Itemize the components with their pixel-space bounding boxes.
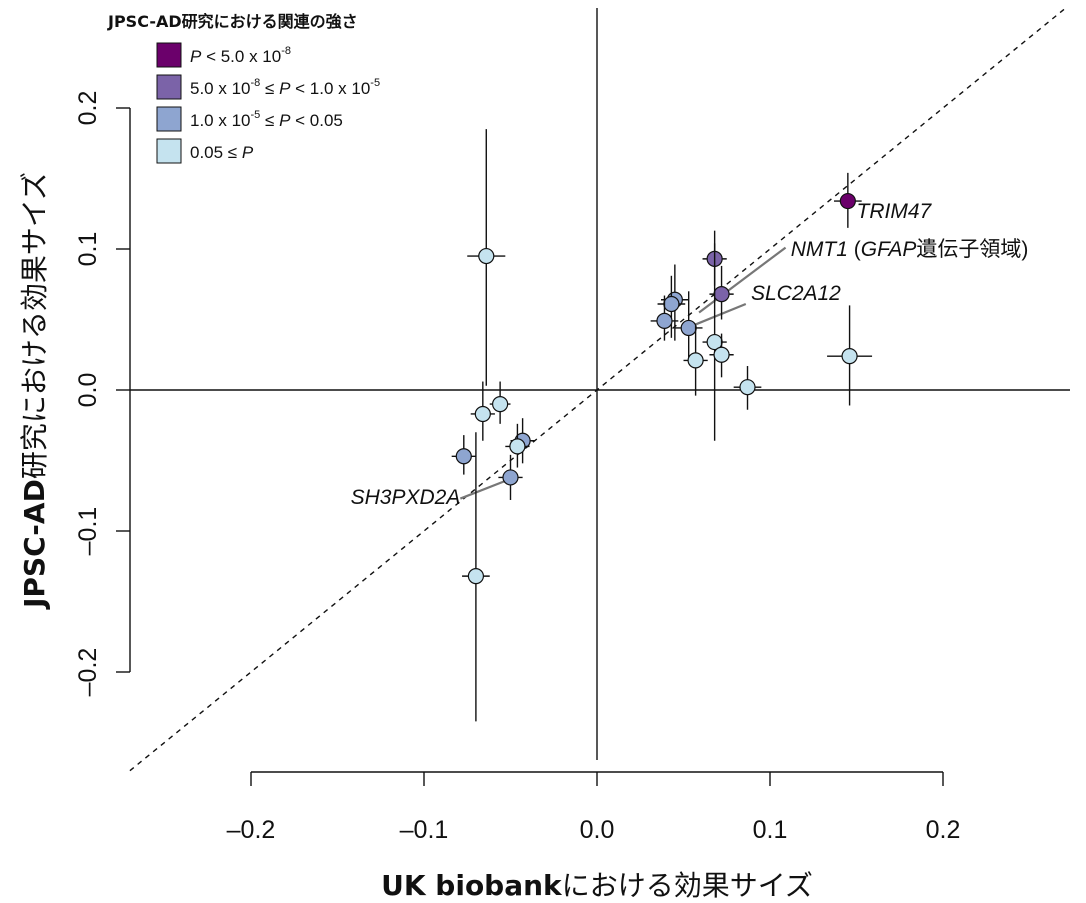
x-tick-label: 0.1 [753, 816, 788, 844]
point-marker [841, 348, 858, 365]
data-point [827, 305, 873, 406]
legend-swatch [156, 138, 182, 164]
point-marker [656, 312, 673, 330]
data-point [650, 295, 679, 341]
y-tick-label: 0.0 [74, 373, 102, 408]
legend-label: 0.05 ≤ P [190, 143, 254, 162]
annotation-slc2a12: SLC2A12 [751, 282, 841, 305]
legend-title: JPSC-AD研究における関連の強さ [107, 12, 358, 31]
y-tick-label: –0.1 [74, 507, 102, 556]
x-axis-title: UK biobankにおける効果サイズ [381, 869, 813, 902]
legend-label: 5.0 x 10-8​ ≤ P < 1.0 x 10-5​ [190, 77, 380, 98]
leader-line-nmt1 [698, 246, 787, 314]
y-axis-title: JPSC-AD研究における効果サイズ [18, 172, 51, 610]
legend-entry: P < 5.0 x 10-8​ [156, 42, 291, 68]
point-marker [663, 295, 680, 313]
data-point [709, 265, 734, 320]
data-point [683, 325, 708, 396]
point-marker [467, 568, 484, 585]
annotation-sh3pxd2a: SH3PXD2A [351, 486, 461, 509]
data-point [674, 291, 703, 359]
x-tick-label: 0.2 [926, 816, 961, 844]
point-marker [687, 352, 704, 369]
legend-label: 1.0 x 10-5​ ≤ P < 0.05 [190, 109, 343, 130]
data-point [733, 366, 762, 410]
point-marker [502, 469, 519, 486]
axis-titles: UK biobankにおける効果サイズ JPSC-AD研究における効果サイズ [18, 172, 813, 902]
data-point [462, 432, 490, 722]
leader-line-sh3pxd2a [459, 479, 508, 500]
y-tick-label: –0.2 [74, 648, 102, 697]
legend-entry: 1.0 x 10-5​ ≤ P < 0.05 [156, 106, 343, 132]
point-marker [478, 247, 495, 265]
y-tick-label: 0.1 [74, 232, 102, 267]
point-marker [713, 286, 730, 303]
point-marker [680, 319, 697, 337]
axes: –0.2 –0.1 0.0 0.1 0.2 –0.2 –0.1 0.0 0.1 0.2 [74, 8, 1070, 844]
annotation-leader-lines [459, 246, 787, 500]
leader-line-slc2a12 [690, 302, 747, 328]
data-point [470, 381, 495, 441]
x-tick-label: –0.1 [400, 816, 449, 844]
legend-swatch [156, 106, 182, 132]
data-point [505, 423, 530, 468]
x-tick-label: 0.0 [580, 816, 615, 844]
point-marker [455, 448, 472, 465]
point-marker [509, 438, 526, 455]
data-point [451, 435, 476, 475]
legend: JPSC-AD研究における関連の強さ P < 5.0 x 10-8​ 5.0 x 1… [107, 12, 380, 164]
data-points [451, 129, 873, 722]
data-point [709, 333, 734, 378]
data-point [498, 454, 523, 500]
legend-label: P < 5.0 x 10-8​ [190, 45, 291, 66]
data-point [467, 129, 506, 386]
annotation-nmt1: NMT1 (GFAP遺伝子領域) [791, 238, 1029, 261]
y-tick-label: 0.2 [74, 91, 102, 126]
data-point [489, 381, 511, 424]
legend-swatch [156, 42, 182, 68]
point-marker [474, 405, 491, 423]
legend-entry: 0.05 ≤ P [156, 138, 254, 164]
legend-entry: 5.0 x 10-8​ ≤ P < 1.0 x 10-5​ [156, 74, 380, 100]
legend-swatch [156, 74, 182, 100]
point-marker [839, 192, 856, 210]
data-point [834, 172, 862, 228]
x-tick-label: –0.2 [227, 816, 276, 844]
annotation-trim47: TRIM47 [857, 200, 933, 223]
point-marker [739, 379, 756, 396]
data-point [702, 243, 727, 441]
annotations: TRIM47 NMT1 (GFAP遺伝子領域) SLC2A12 SH3PXD2A [351, 200, 1029, 509]
point-marker [713, 346, 730, 363]
point-marker [492, 396, 509, 413]
